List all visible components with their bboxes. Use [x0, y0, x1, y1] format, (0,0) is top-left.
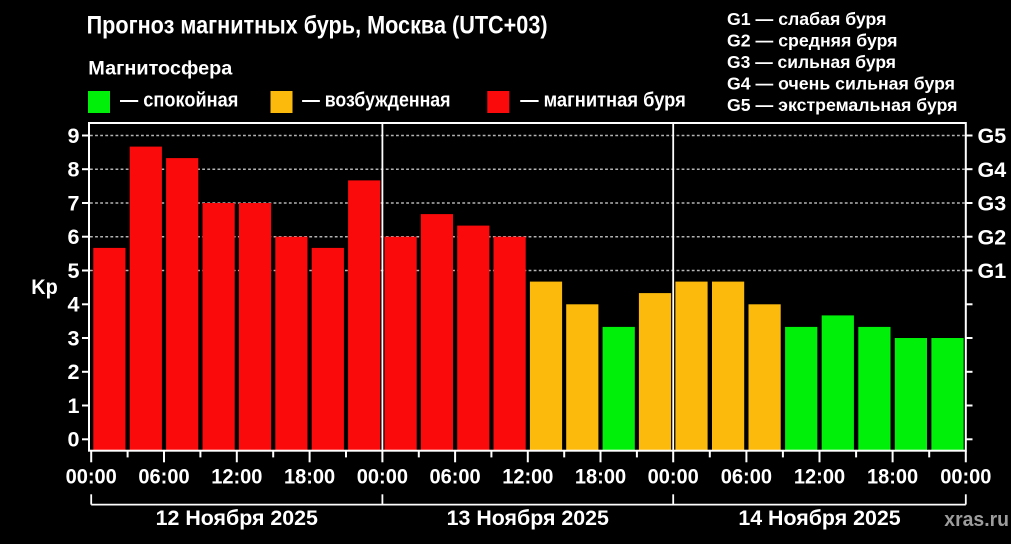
svg-text:8: 8 [68, 158, 80, 182]
svg-text:4: 4 [68, 293, 80, 317]
svg-text:— спокойная: — спокойная [120, 88, 238, 111]
svg-text:0: 0 [68, 428, 80, 452]
svg-text:18:00: 18:00 [867, 464, 918, 488]
svg-text:13 Ноября 2025: 13 Ноября 2025 [447, 506, 609, 530]
svg-text:— возбужденная: — возбужденная [302, 88, 450, 111]
svg-text:G5 — экстремальная буря: G5 — экстремальная буря [727, 95, 958, 115]
svg-text:5: 5 [68, 259, 80, 283]
svg-text:xras.ru: xras.ru [944, 508, 1009, 531]
svg-text:1: 1 [68, 394, 80, 418]
svg-text:00:00: 00:00 [66, 464, 117, 488]
svg-text:7: 7 [68, 191, 80, 215]
svg-text:G5: G5 [978, 124, 1007, 148]
svg-text:G3 — сильная буря: G3 — сильная буря [727, 52, 896, 72]
svg-text:14 Ноября 2025: 14 Ноября 2025 [738, 506, 900, 530]
svg-text:18:00: 18:00 [575, 464, 626, 488]
svg-text:G2 — средняя буря: G2 — средняя буря [727, 31, 898, 51]
svg-text:— магнитная буря: — магнитная буря [520, 88, 686, 111]
svg-text:G3: G3 [978, 192, 1007, 216]
svg-text:G2: G2 [978, 225, 1007, 249]
svg-text:06:00: 06:00 [430, 464, 481, 488]
svg-text:12:00: 12:00 [502, 464, 553, 488]
svg-text:6: 6 [68, 225, 80, 249]
svg-text:18:00: 18:00 [284, 464, 335, 488]
svg-text:Магнитосфера: Магнитосфера [88, 57, 232, 79]
svg-text:G1 — слабая буря: G1 — слабая буря [727, 9, 887, 29]
svg-text:06:00: 06:00 [138, 464, 189, 488]
svg-text:Kp: Kp [31, 275, 58, 299]
svg-text:Прогноз магнитных бурь, Москва: Прогноз магнитных бурь, Москва (UTC+03) [87, 12, 548, 40]
svg-text:00:00: 00:00 [357, 464, 408, 488]
svg-text:G1: G1 [978, 259, 1007, 283]
svg-text:06:00: 06:00 [721, 464, 772, 488]
svg-text:9: 9 [68, 124, 80, 148]
svg-text:00:00: 00:00 [648, 464, 699, 488]
svg-text:G4: G4 [978, 158, 1007, 182]
svg-text:12 Ноября 2025: 12 Ноября 2025 [156, 506, 318, 530]
svg-text:12:00: 12:00 [794, 464, 845, 488]
svg-text:G4 — очень сильная буря: G4 — очень сильная буря [727, 73, 955, 93]
svg-text:2: 2 [68, 360, 80, 384]
svg-text:3: 3 [68, 326, 80, 350]
svg-text:12:00: 12:00 [211, 464, 262, 488]
svg-text:00:00: 00:00 [940, 464, 991, 488]
